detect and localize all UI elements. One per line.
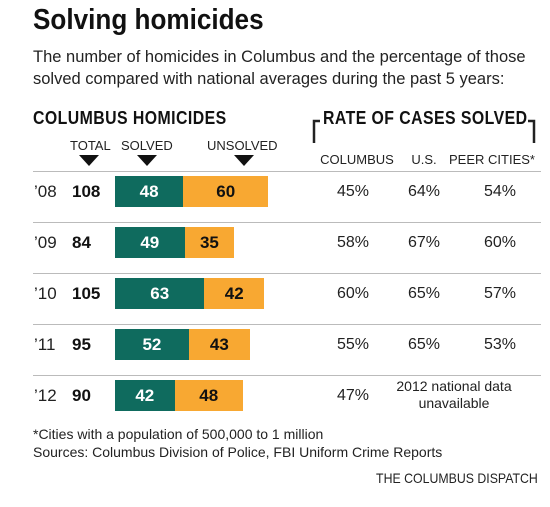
year-label: ’12: [34, 386, 57, 405]
unsolved-bar: 60: [183, 176, 269, 207]
row-divider: [33, 375, 541, 376]
col-head-total: TOTAL: [70, 138, 111, 153]
solved-arrow-icon: [137, 155, 157, 166]
solved-bar: 52: [115, 329, 189, 360]
rate-solved-heading: RATE OF CASES SOLVED: [323, 108, 528, 128]
peer-rate: 57%: [483, 285, 517, 302]
us-rate: 65%: [407, 336, 441, 353]
total-value: 108: [72, 182, 101, 201]
peer-rate: 54%: [483, 183, 517, 200]
unsolved-bar: 42: [204, 278, 265, 309]
solved-bar: 63: [115, 278, 205, 309]
row-divider: [33, 171, 541, 172]
columbus-rate: 45%: [336, 183, 370, 200]
col-head-us: U.S.: [411, 152, 437, 167]
total-value: 95: [72, 335, 91, 354]
us-rate: 64%: [407, 183, 441, 200]
unsolved-bar: 48: [174, 380, 243, 411]
columbus-homicides-heading: COLUMBUS HOMICIDES: [33, 108, 227, 128]
footnote: *Cities with a population of 500,000 to …: [33, 426, 324, 442]
total-value: 84: [72, 233, 91, 252]
year-label: ’09: [34, 233, 57, 252]
us-rate: 67%: [407, 234, 441, 251]
row-divider: [33, 324, 541, 325]
col-head-columbus: COLUMBUS: [320, 152, 394, 167]
total-value: 105: [72, 284, 101, 303]
total-value: 90: [72, 386, 91, 405]
credit: THE COLUMBUS DISPATCH: [376, 470, 538, 486]
chart-title: Solving homicides: [33, 4, 264, 36]
year-label: ’11: [34, 335, 56, 354]
year-label: ’08: [34, 182, 57, 201]
sources: Sources: Columbus Division of Police, FB…: [33, 444, 443, 460]
row-divider: [33, 222, 541, 223]
chart-subtitle: The number of homicides in Columbus and …: [33, 48, 526, 88]
col-head-peer: PEER CITIES*: [449, 152, 535, 167]
solved-bar: 49: [115, 227, 185, 258]
solved-bar: 42: [115, 380, 175, 411]
unsolved-arrow-icon: [234, 155, 254, 166]
total-arrow-icon: [79, 155, 99, 166]
col-head-unsolved: UNSOLVED: [207, 138, 278, 153]
peer-rate: 53%: [483, 336, 517, 353]
solved-bar: 48: [115, 176, 184, 207]
columbus-rate: 60%: [336, 285, 370, 302]
unsolved-bar: 43: [188, 329, 250, 360]
unsolved-bar: 35: [184, 227, 235, 258]
col-head-solved: SOLVED: [121, 138, 173, 153]
columbus-rate: 47%: [336, 387, 370, 404]
year-label: ’10: [34, 284, 57, 303]
row-divider: [33, 273, 541, 274]
rate-bracket-left: [312, 119, 320, 143]
peer-rate: 60%: [483, 234, 517, 251]
us-rate: 65%: [407, 285, 441, 302]
columbus-rate: 55%: [336, 336, 370, 353]
columbus-rate: 58%: [336, 234, 370, 251]
national-data-note: 2012 national data unavailable: [396, 378, 512, 411]
rate-bracket-right: [528, 119, 536, 143]
